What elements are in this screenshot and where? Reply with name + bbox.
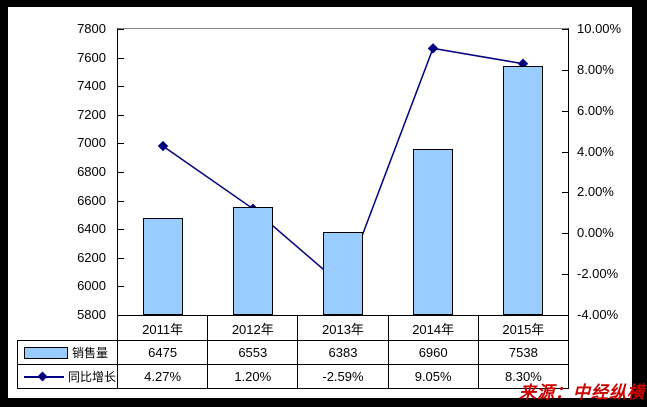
left-axis-tick-label: 6000: [77, 278, 106, 294]
data-table: 2011年 2012年 2013年 2014年 2015年 6475 6553 6383 696…: [116, 315, 570, 389]
diamond-marker-icon: [427, 43, 439, 54]
right-axis-tick-label: 8.00%: [577, 61, 614, 77]
growth-value-cell: 1.20%: [207, 364, 299, 389]
left-axis-tick-label: 6400: [77, 221, 106, 237]
right-axis-tick-label: 10.00%: [577, 21, 622, 36]
right-axis-tick: [562, 29, 568, 30]
year-header-cell: 2015年: [477, 315, 570, 341]
year-header-cell: 2011年: [116, 315, 209, 341]
legend-label-sales: 销售量: [72, 346, 109, 360]
right-axis-tick: [562, 70, 568, 71]
legend-item-sales: 销售量: [18, 341, 117, 365]
left-axis-tick: [118, 172, 124, 173]
right-axis-tick: [562, 111, 568, 112]
left-axis-tick: [118, 143, 124, 144]
year-header-cell: 2013年: [297, 315, 389, 341]
growth-value-cell: 9.05%: [387, 364, 479, 389]
bar-2015年: [503, 66, 543, 315]
left-axis-tick: [118, 58, 124, 59]
right-axis-tick: [562, 274, 568, 275]
left-axis-tick-label: 7600: [77, 49, 106, 65]
sales-value-cell: 6960: [387, 340, 479, 365]
left-axis-tick-label: 6200: [77, 249, 106, 265]
growth-value-cell: 8.30%: [477, 364, 570, 389]
left-axis-tick: [118, 315, 124, 316]
legend: 销售量 同比增长: [17, 340, 118, 389]
left-axis-tick: [118, 201, 124, 202]
right-axis-tick-label: 6.00%: [577, 102, 614, 118]
left-axis-tick-label: 5800: [77, 307, 106, 322]
left-axis-tick-label: 6800: [77, 164, 106, 179]
left-axis-tick-label: 7800: [77, 21, 106, 36]
left-axis-tick-label: 7200: [77, 106, 106, 122]
bar-2011年: [143, 218, 183, 315]
bar-2012年: [233, 207, 273, 315]
year-header-cell: 2012年: [207, 315, 299, 341]
bar-2014年: [413, 149, 453, 315]
left-axis-tick: [118, 286, 124, 287]
bar-2013年: [323, 232, 363, 315]
table-row: 2011年 2012年 2013年 2014年 2015年: [116, 315, 570, 341]
legend-label-growth: 同比增长: [68, 370, 117, 384]
right-axis-tick: [562, 152, 568, 153]
source-note: 来源：中经纵横: [519, 383, 645, 402]
diamond-marker-icon: [157, 140, 169, 152]
sales-value-cell: 6475: [116, 340, 209, 365]
left-axis-tick: [118, 86, 124, 87]
right-axis-tick-label: 4.00%: [577, 143, 614, 159]
right-axis-tick-label: -2.00%: [577, 266, 619, 282]
growth-value-cell: 4.27%: [116, 364, 209, 389]
sales-value-cell: 7538: [477, 340, 570, 365]
left-axis-tick: [118, 115, 124, 116]
growth-value-cell: -2.59%: [297, 364, 389, 389]
legend-item-growth: 同比增长: [18, 365, 117, 388]
right-axis-tick: [562, 192, 568, 193]
left-axis-tick: [118, 29, 124, 30]
right-axis-tick: [562, 315, 568, 316]
bar-series-swatch-icon: [24, 346, 68, 359]
table-row: 6475 6553 6383 6960 7538: [116, 340, 570, 365]
diamond-marker-icon: [37, 371, 48, 381]
left-axis-tick: [118, 258, 124, 259]
left-axis-tick-label: 6600: [77, 192, 106, 208]
left-axis-tick: [118, 229, 124, 230]
left-axis-tick-label: 7000: [77, 135, 106, 151]
right-axis-tick: [562, 233, 568, 234]
year-header-cell: 2014年: [387, 315, 479, 341]
sales-value-cell: 6383: [297, 340, 389, 365]
table-row: 4.27% 1.20% -2.59% 9.05% 8.30%: [116, 364, 570, 389]
right-axis-tick-label: 0.00%: [577, 225, 614, 241]
sales-value-cell: 6553: [207, 340, 299, 365]
right-axis-tick-label: -4.00%: [577, 307, 619, 322]
right-axis-tick-label: 2.00%: [577, 184, 614, 200]
line-series-swatch-icon: [24, 371, 64, 382]
left-axis-tick-label: 7400: [77, 78, 106, 94]
